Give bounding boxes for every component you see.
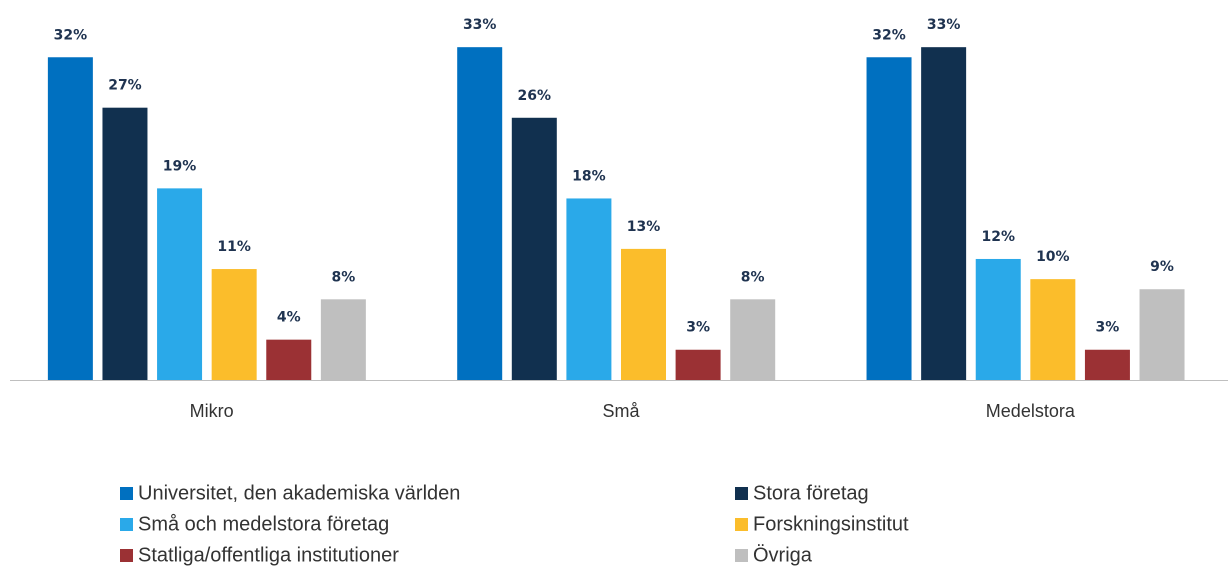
bar xyxy=(457,47,503,381)
data-label: 8% xyxy=(331,269,355,285)
data-label: 3% xyxy=(686,320,710,336)
data-label: 33% xyxy=(463,17,497,33)
data-label: 8% xyxy=(741,269,765,285)
legend-swatch xyxy=(120,549,133,562)
bar xyxy=(211,269,257,380)
legend-label: Små och medelstora företag xyxy=(138,513,389,535)
data-label: 18% xyxy=(572,168,606,184)
data-label: 32% xyxy=(872,27,906,43)
data-label: 9% xyxy=(1150,259,1174,275)
x-tick-label: Små xyxy=(602,401,640,421)
bar xyxy=(1084,349,1130,380)
bar xyxy=(102,107,148,380)
data-label: 12% xyxy=(981,229,1015,245)
legend-swatch xyxy=(735,487,748,500)
bar xyxy=(621,248,666,380)
bar xyxy=(1030,279,1076,380)
legend-swatch xyxy=(120,518,133,531)
legend-label: Universitet, den akademiska världen xyxy=(138,482,460,504)
legend-label: Statliga/offentliga institutioner xyxy=(138,544,399,566)
data-label: 19% xyxy=(163,158,197,174)
bar xyxy=(511,117,557,381)
legend-swatch xyxy=(120,487,133,500)
bar xyxy=(157,188,203,380)
bar xyxy=(921,47,967,381)
bar xyxy=(675,349,721,380)
data-label: 32% xyxy=(54,27,88,43)
data-label: 26% xyxy=(518,88,552,104)
x-tick-label: Medelstora xyxy=(986,401,1076,421)
data-label: 11% xyxy=(217,239,251,255)
data-label: 27% xyxy=(108,78,142,94)
data-label: 10% xyxy=(1036,249,1070,265)
legend-label: Stora företag xyxy=(753,482,869,504)
bar xyxy=(730,299,776,380)
bar xyxy=(566,198,612,380)
bar xyxy=(320,299,366,380)
legend-swatch xyxy=(735,518,748,531)
bar xyxy=(975,258,1021,380)
data-label: 33% xyxy=(927,17,961,33)
data-label: 13% xyxy=(627,219,661,235)
bar xyxy=(1139,289,1185,380)
bar xyxy=(47,57,93,380)
x-tick-label: Mikro xyxy=(190,401,234,421)
data-label: 4% xyxy=(277,310,301,326)
bar xyxy=(266,339,312,380)
data-label: 3% xyxy=(1096,320,1120,336)
legend-label: Övriga xyxy=(753,544,813,566)
legend-swatch xyxy=(735,549,748,562)
legend-label: Forskningsinstitut xyxy=(753,513,909,535)
bar xyxy=(866,57,912,380)
